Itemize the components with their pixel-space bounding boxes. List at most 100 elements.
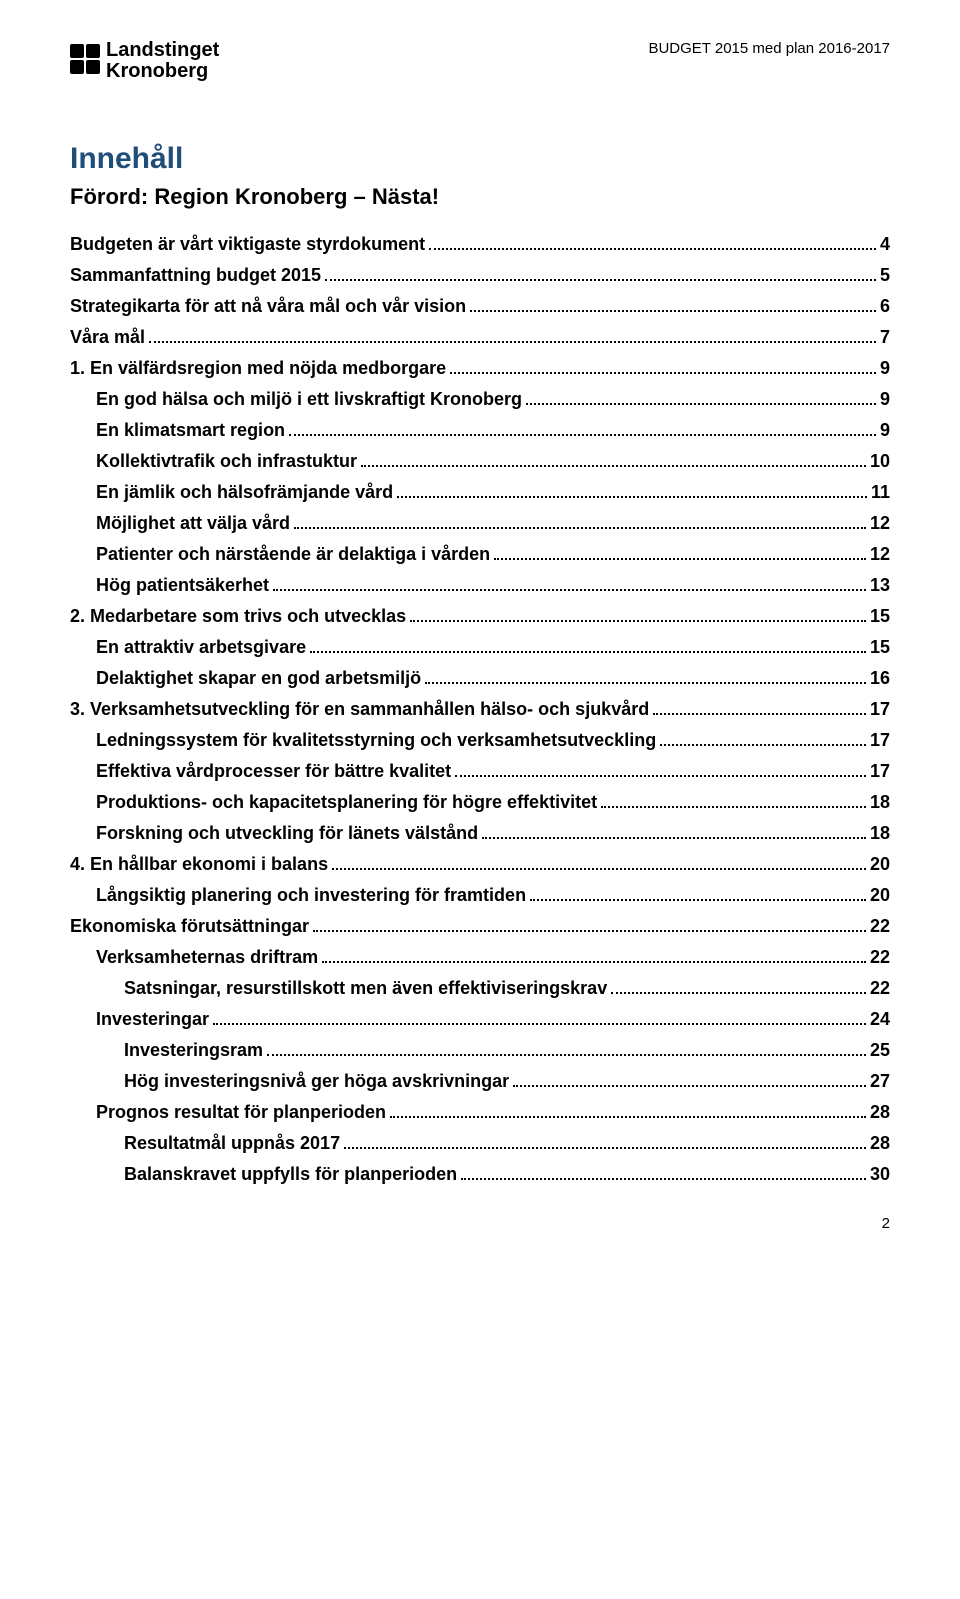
toc-entry: 1. En välfärdsregion med nöjda medborgar… — [70, 358, 890, 379]
toc-leader-dots — [310, 651, 866, 653]
toc-label: Sammanfattning budget 2015 — [70, 265, 321, 286]
toc-leader-dots — [332, 868, 866, 870]
toc-label: Ekonomiska förutsättningar — [70, 916, 309, 937]
toc-page-number: 13 — [870, 575, 890, 596]
toc-leader-dots — [530, 899, 866, 901]
toc-page-number: 20 — [870, 885, 890, 906]
toc-label: Forskning och utveckling för länets väls… — [96, 823, 478, 844]
toc-leader-dots — [461, 1178, 866, 1180]
toc-entry: Strategikarta för att nå våra mål och vå… — [70, 296, 890, 317]
toc-entry: En klimatsmart region 9 — [96, 420, 890, 441]
toc-leader-dots — [289, 434, 876, 436]
toc-page-number: 7 — [880, 327, 890, 348]
toc-page-number: 17 — [870, 699, 890, 720]
toc-page-number: 18 — [870, 823, 890, 844]
toc-page-number: 28 — [870, 1133, 890, 1154]
toc-label: Kollektivtrafik och infrastuktur — [96, 451, 357, 472]
toc-label: 3. Verksamhetsutveckling för en sammanhå… — [70, 699, 649, 720]
toc-leader-dots — [313, 930, 866, 932]
toc-leader-dots — [273, 589, 866, 591]
toc-page-number: 24 — [870, 1009, 890, 1030]
toc-label: Investeringsram — [124, 1040, 263, 1061]
toc-page-number: 18 — [870, 792, 890, 813]
toc-label: Budgeten är vårt viktigaste styrdokument — [70, 234, 425, 255]
toc-leader-dots — [660, 744, 866, 746]
toc-leader-dots — [611, 992, 866, 994]
toc-leader-dots — [429, 248, 876, 250]
toc-label: Våra mål — [70, 327, 145, 348]
toc-entry: Prognos resultat för planperioden28 — [96, 1102, 890, 1123]
page-number: 2 — [70, 1215, 890, 1232]
logo-icon — [70, 44, 100, 74]
toc-entry: 2. Medarbetare som trivs och utvecklas15 — [70, 606, 890, 627]
toc-leader-dots — [361, 465, 866, 467]
toc-label: Investeringar — [96, 1009, 209, 1030]
toc-leader-dots — [482, 837, 866, 839]
toc-entry: Investeringsram 25 — [124, 1040, 890, 1061]
toc-leader-dots — [526, 403, 876, 405]
toc-page-number: 22 — [870, 916, 890, 937]
toc-leader-dots — [450, 372, 876, 374]
toc-page-number: 25 — [870, 1040, 890, 1061]
toc-page-number: 4 — [880, 234, 890, 255]
toc-label: Resultatmål uppnås 2017 — [124, 1133, 340, 1154]
toc-entry: Effektiva vårdprocesser för bättre kvali… — [96, 761, 890, 782]
toc-entry: Satsningar, resurstillskott men även eff… — [124, 978, 890, 999]
toc-entry: Produktions- och kapacitetsplanering för… — [96, 792, 890, 813]
toc-page-number: 15 — [870, 606, 890, 627]
toc-page-number: 28 — [870, 1102, 890, 1123]
toc-label: Möjlighet att välja vård — [96, 513, 290, 534]
logo: Landstinget Kronoberg — [70, 40, 219, 82]
toc-entry: En god hälsa och miljö i ett livskraftig… — [96, 389, 890, 410]
logo-text: Landstinget Kronoberg — [106, 40, 219, 82]
toc-entry: Ekonomiska förutsättningar 22 — [70, 916, 890, 937]
toc-leader-dots — [494, 558, 866, 560]
toc-entry: Våra mål 7 — [70, 327, 890, 348]
toc-label: 4. En hållbar ekonomi i balans — [70, 854, 328, 875]
toc-entry: Patienter och närstående är delaktiga i … — [96, 544, 890, 565]
toc-leader-dots — [653, 713, 866, 715]
toc-label: Satsningar, resurstillskott men även eff… — [124, 978, 607, 999]
toc-label: Balanskravet uppfylls för planperioden — [124, 1164, 457, 1185]
toc-entry: Möjlighet att välja vård12 — [96, 513, 890, 534]
toc-page-number: 20 — [870, 854, 890, 875]
toc-label: Produktions- och kapacitetsplanering för… — [96, 792, 597, 813]
toc-leader-dots — [344, 1147, 866, 1149]
toc-page-number: 9 — [880, 420, 890, 441]
toc-page-number: 6 — [880, 296, 890, 317]
toc-label: En jämlik och hälsofrämjande vård — [96, 482, 393, 503]
logo-line2: Kronoberg — [106, 61, 219, 82]
toc-leader-dots — [267, 1054, 866, 1056]
toc-label: En attraktiv arbetsgivare — [96, 637, 306, 658]
toc-page-number: 12 — [870, 544, 890, 565]
toc-entry: Balanskravet uppfylls för planperioden 30 — [124, 1164, 890, 1185]
toc-leader-dots — [410, 620, 866, 622]
toc-page-number: 22 — [870, 947, 890, 968]
toc-page-number: 17 — [870, 730, 890, 751]
toc-page-number: 10 — [870, 451, 890, 472]
toc-leader-dots — [213, 1023, 866, 1025]
toc-label: Verksamheternas driftram — [96, 947, 318, 968]
toc-leader-dots — [322, 961, 866, 963]
logo-line1: Landstinget — [106, 40, 219, 61]
page-title: Innehåll — [70, 142, 890, 176]
toc-label: Hög patientsäkerhet — [96, 575, 269, 596]
toc-label: Hög investeringsnivå ger höga avskrivnin… — [124, 1071, 509, 1092]
toc-entry: Sammanfattning budget 20155 — [70, 265, 890, 286]
toc-page-number: 30 — [870, 1164, 890, 1185]
toc-entry: 4. En hållbar ekonomi i balans 20 — [70, 854, 890, 875]
toc-entry: Ledningssystem för kvalitetsstyrning och… — [96, 730, 890, 751]
page-subtitle: Förord: Region Kronoberg – Nästa! — [70, 184, 890, 210]
toc-page-number: 11 — [871, 482, 890, 503]
toc-label: Strategikarta för att nå våra mål och vå… — [70, 296, 466, 317]
toc-page-number: 9 — [880, 358, 890, 379]
toc-page-number: 9 — [880, 389, 890, 410]
toc-page-number: 22 — [870, 978, 890, 999]
toc-entry: Långsiktig planering och investering för… — [96, 885, 890, 906]
toc-label: Delaktighet skapar en god arbetsmiljö — [96, 668, 421, 689]
toc-label: En klimatsmart region — [96, 420, 285, 441]
toc-page-number: 15 — [870, 637, 890, 658]
toc-label: 1. En välfärdsregion med nöjda medborgar… — [70, 358, 446, 379]
page-header: Landstinget Kronoberg BUDGET 2015 med pl… — [70, 40, 890, 82]
toc-entry: Investeringar 24 — [96, 1009, 890, 1030]
